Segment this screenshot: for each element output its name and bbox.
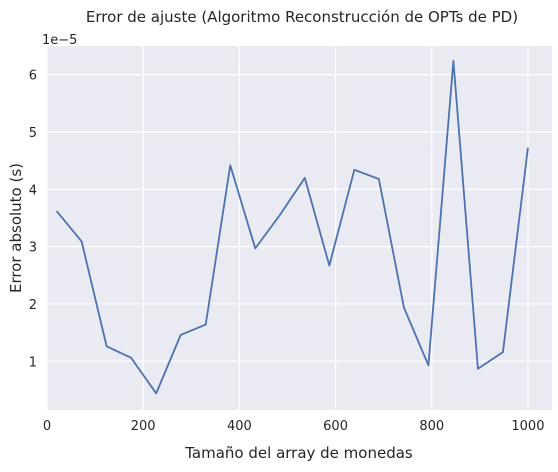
x-tick-label: 200 bbox=[131, 419, 156, 434]
series-group bbox=[55, 60, 529, 395]
y-scale-label: 1e−5 bbox=[42, 33, 77, 48]
x-tick-labels: 0 200 400 600 800 1000 bbox=[43, 419, 545, 434]
y-tick-label: 2 bbox=[29, 298, 37, 313]
chart-title: Error de ajuste (Algoritmo Reconstrucció… bbox=[86, 8, 518, 26]
y-tick-labels: 1 2 3 4 5 6 bbox=[29, 69, 37, 371]
x-tick-label: 1000 bbox=[511, 419, 544, 434]
plot-area bbox=[47, 46, 552, 410]
grid bbox=[46, 46, 552, 410]
y-tick-label: 1 bbox=[29, 355, 37, 370]
x-tick-label: 400 bbox=[227, 419, 252, 434]
x-tick-label: 0 bbox=[43, 419, 51, 434]
y-tick-label: 3 bbox=[29, 241, 37, 256]
y-tick-label: 6 bbox=[29, 69, 37, 84]
x-tick-label: 800 bbox=[419, 419, 444, 434]
y-tick-label: 5 bbox=[29, 126, 37, 141]
y-axis-label: Error absoluto (s) bbox=[7, 163, 25, 293]
x-axis-label: Tamaño del array de monedas bbox=[184, 444, 413, 462]
y-tick-label: 4 bbox=[29, 183, 37, 198]
x-tick-label: 600 bbox=[323, 419, 348, 434]
series-line bbox=[55, 60, 529, 395]
